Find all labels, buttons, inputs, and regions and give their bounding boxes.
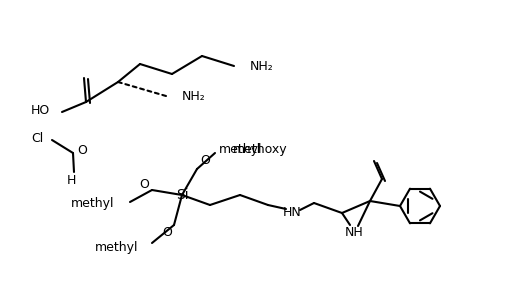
Text: O: O xyxy=(162,227,172,240)
Text: methyl: methyl xyxy=(71,197,114,211)
Text: H: H xyxy=(66,175,76,188)
Text: Si: Si xyxy=(176,188,188,202)
Text: methyl: methyl xyxy=(219,142,263,155)
Text: NH₂: NH₂ xyxy=(182,91,206,104)
Text: HO: HO xyxy=(31,104,50,117)
Text: HN: HN xyxy=(283,206,302,219)
Text: NH: NH xyxy=(345,227,363,240)
Text: methoxy: methoxy xyxy=(233,142,288,155)
Text: NH₂: NH₂ xyxy=(250,60,274,73)
Text: O: O xyxy=(77,143,87,157)
Text: O: O xyxy=(139,178,149,191)
Text: O: O xyxy=(200,155,210,168)
Text: methyl: methyl xyxy=(94,240,138,253)
Text: Cl: Cl xyxy=(32,132,44,145)
